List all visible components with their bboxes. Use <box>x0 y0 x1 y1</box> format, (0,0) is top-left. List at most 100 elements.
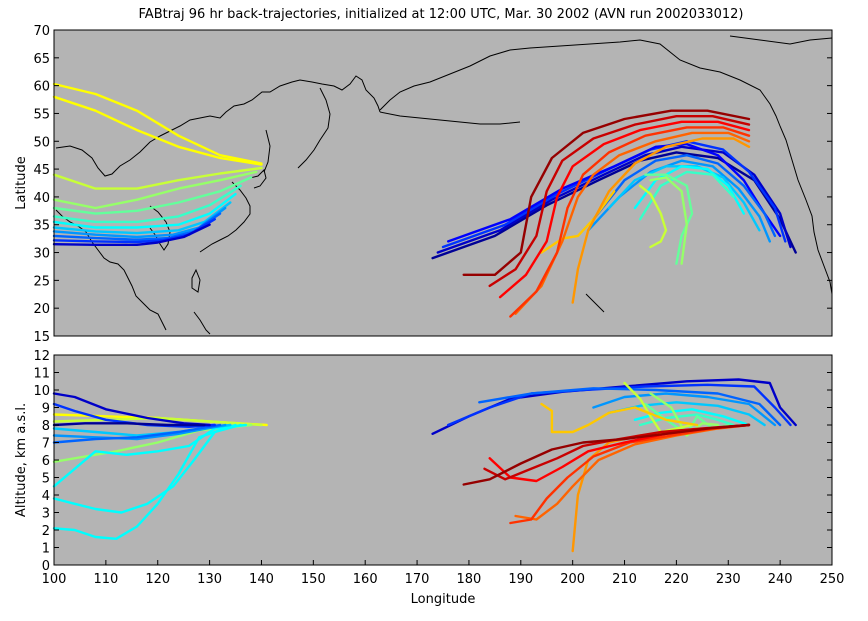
x-tick-label: 210 <box>612 572 637 587</box>
bottom-y-tick-label: 9 <box>42 402 50 417</box>
top-trajectory-line-1 <box>52 95 263 166</box>
x-tick-label: 190 <box>508 572 533 587</box>
bottom-trajectory-line-25 <box>509 423 751 525</box>
top-trajectory-line-27 <box>509 126 751 318</box>
bottom-trajectory-line-5 <box>52 423 237 540</box>
bottom-y-axis-label: Altitude, km a.s.l. <box>14 403 29 517</box>
bottom-trajectory-line-21 <box>623 381 694 434</box>
x-tick-label: 250 <box>820 572 845 587</box>
bottom-y-tick-label: 2 <box>42 524 50 539</box>
coastline-kamchatka <box>297 87 331 169</box>
top-trajectory-line-30 <box>462 109 751 276</box>
top-y-tick-label: 20 <box>33 302 50 317</box>
top-trajectory-line-6 <box>52 192 237 229</box>
bottom-y-tick-label: 5 <box>42 472 50 487</box>
bottom-trajectory-line-1 <box>52 416 263 427</box>
top-trajectory-line-22 <box>649 176 688 265</box>
top-trajectory-line-23 <box>638 184 668 249</box>
bottom-trajectory-line-14 <box>478 387 782 427</box>
bottom-y-tick-label: 6 <box>42 454 50 469</box>
coastline-japan <box>199 181 251 253</box>
bottom-trajectory-line-4 <box>52 423 242 514</box>
top-y-tick-label: 40 <box>33 191 50 206</box>
x-tick-label: 170 <box>405 572 430 587</box>
top-y-tick-label: 70 <box>33 24 50 39</box>
top-y-tick-label: 30 <box>33 247 50 262</box>
bottom-trajectory-line-15 <box>592 392 777 427</box>
top-y-tick-label: 25 <box>33 274 50 289</box>
top-trajectory-line-20 <box>638 170 735 221</box>
bottom-trajectory-line-10 <box>52 392 211 427</box>
top-trajectory-line-3 <box>52 170 258 210</box>
top-y-tick-label: 65 <box>33 52 50 67</box>
x-tick-label: 140 <box>249 572 274 587</box>
x-tick-label: 220 <box>664 572 689 587</box>
top-y-axis-label: Latitude <box>14 156 29 210</box>
top-plot-area <box>54 30 832 336</box>
x-axis-label: Longitude <box>411 592 476 607</box>
bottom-trajectory-line-22 <box>540 402 699 434</box>
coastline-east-asia <box>55 75 381 177</box>
top-y-tick-label: 55 <box>33 107 50 122</box>
x-tick-label: 100 <box>42 572 67 587</box>
bottom-trajectory-line-3 <box>52 423 248 488</box>
bottom-x-ticks: 100 110 120 130 140 150 160 170 180 190 200 210 220 2… <box>42 560 845 587</box>
bottom-trajectory-line-13 <box>447 383 792 427</box>
bottom-trajectory-line-8 <box>52 423 222 444</box>
top-trajectory-line-19 <box>633 165 745 215</box>
coastline-hokkaido <box>249 169 267 189</box>
x-tick-label: 200 <box>560 572 585 587</box>
bottom-series-group <box>52 378 797 553</box>
chart-title: FABtraj 96 hr back-trajectories, initial… <box>139 7 744 22</box>
bottom-y-tick-label: 1 <box>42 542 50 557</box>
top-coastlines <box>55 35 833 335</box>
coastline-sakhalin <box>263 129 271 173</box>
top-trajectory-line-28 <box>498 120 751 299</box>
top-y-tick-label: 15 <box>33 330 50 345</box>
bottom-y-tick-label: 11 <box>33 367 50 382</box>
top-trajectory-line-11 <box>52 223 211 247</box>
top-trajectory-line-25 <box>571 137 751 304</box>
top-y-tick-label: 35 <box>33 219 50 234</box>
bottom-plot-area <box>54 355 832 565</box>
x-tick-label: 130 <box>197 572 222 587</box>
bottom-y-tick-label: 10 <box>33 384 50 399</box>
top-trajectory-line-5 <box>52 184 242 224</box>
bottom-y-tick-label: 3 <box>42 507 50 522</box>
top-trajectory-line-16 <box>592 153 777 238</box>
x-tick-label: 150 <box>301 572 326 587</box>
x-tick-label: 180 <box>457 572 482 587</box>
top-trajectory-line-18 <box>607 165 761 232</box>
top-trajectory-line-12 <box>431 151 797 260</box>
top-panel: 15 20 25 30 35 40 45 50 55 60 65 70 Latitude <box>14 24 833 345</box>
top-axes-frame <box>53 29 833 337</box>
coastline-aleutians <box>379 111 521 125</box>
top-y-tick-label: 45 <box>33 163 50 178</box>
coastline-hudson <box>729 35 833 45</box>
coastline-taiwan <box>191 268 201 293</box>
top-trajectory-line-2 <box>52 166 263 190</box>
bottom-y-tick-label: 0 <box>42 559 50 574</box>
bottom-y-tick-label: 7 <box>42 437 50 452</box>
top-trajectory-line-7 <box>52 201 232 235</box>
coastline-north-america <box>779 125 833 295</box>
x-tick-label: 160 <box>353 572 378 587</box>
bottom-trajectory-line-18 <box>638 413 735 427</box>
x-tick-label: 120 <box>145 572 170 587</box>
bottom-trajectory-line-27 <box>483 423 751 481</box>
top-y-tick-label: 60 <box>33 80 50 95</box>
x-tick-label: 240 <box>768 572 793 587</box>
top-trajectory-line-13 <box>436 145 792 254</box>
coastline-philippines <box>193 311 211 335</box>
x-tick-label: 110 <box>93 572 118 587</box>
bottom-trajectory-line-28 <box>462 423 751 486</box>
bottom-y-tick-label: 4 <box>42 489 50 504</box>
coastline-alaska <box>379 39 781 127</box>
top-series-group <box>52 82 797 318</box>
top-trajectory-line-21 <box>644 173 694 265</box>
bottom-trajectory-line-20 <box>649 392 720 437</box>
